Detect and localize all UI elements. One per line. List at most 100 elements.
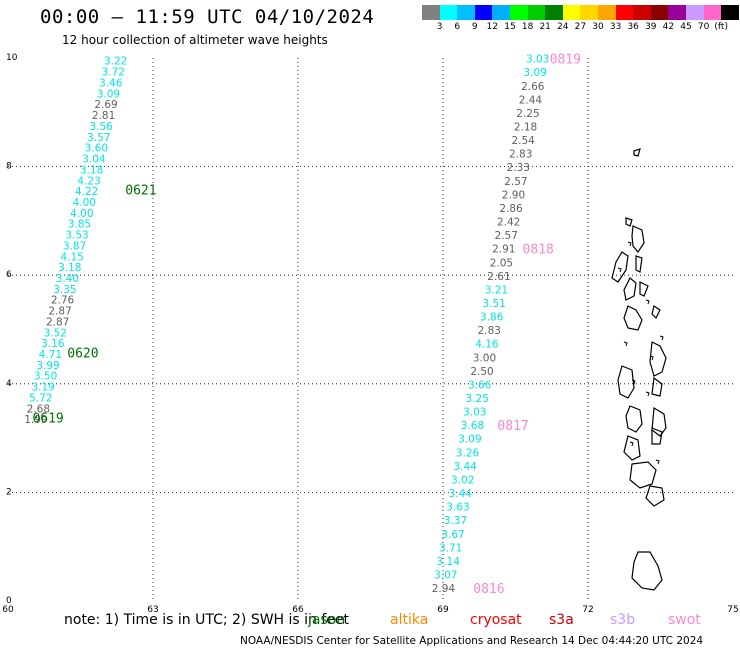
colorbar-label: 6 xyxy=(454,22,461,32)
legend-item-jason: jason xyxy=(308,612,346,628)
wave-height-value: 3.99 xyxy=(36,360,59,372)
wave-height-value: 3.53 xyxy=(65,230,88,242)
pass-time-label: 0621 xyxy=(125,183,156,198)
colorbar-swatch xyxy=(633,5,651,20)
colorbar-swatch xyxy=(615,5,634,20)
wave-height-value: 3.40 xyxy=(56,273,79,285)
wave-height-value: 2.50 xyxy=(470,366,493,378)
wave-height-value: 3.00 xyxy=(473,352,496,364)
colorbar-swatch xyxy=(439,5,458,20)
wave-height-value: 4.71 xyxy=(39,349,62,361)
wave-height-value: 3.85 xyxy=(68,219,91,231)
wave-height-value: 4.15 xyxy=(60,251,83,263)
wave-height-value: 3.87 xyxy=(63,240,86,252)
island-outline xyxy=(631,225,645,254)
island-outline xyxy=(625,405,643,433)
colorbar-label: 36 xyxy=(627,22,639,32)
x-tick-label: 75 xyxy=(727,605,738,615)
wave-height-value: 3.21 xyxy=(485,284,508,296)
wave-height-value: 2.61 xyxy=(487,271,510,283)
legend-item-s3a: s3a xyxy=(549,612,574,628)
wave-height-value: 2.33 xyxy=(507,162,530,174)
wave-height-value: 2.87 xyxy=(48,306,71,318)
wave-height-value: 3.57 xyxy=(87,132,110,144)
atoll-fragment xyxy=(649,355,654,361)
wave-height-value: 3.72 xyxy=(102,67,125,79)
x-tick-label: 66 xyxy=(292,605,304,615)
wave-height-value: 2.76 xyxy=(51,295,75,307)
map-title: 00:00 – 11:59 UTC 04/10/2024 xyxy=(40,6,375,28)
wave-height-value: 2.05 xyxy=(490,257,513,269)
wave-height-value: 2.54 xyxy=(511,135,535,147)
colorbar-swatch xyxy=(597,5,616,20)
wave-height-value: 3.66 xyxy=(468,379,492,391)
colorbar-label: 39 xyxy=(645,22,657,32)
wave-height-value: 3.44 xyxy=(453,461,477,473)
colorbar-label: 42 xyxy=(662,22,675,32)
wave-height-value: 2.87 xyxy=(46,316,69,328)
wave-height-value: 3.09 xyxy=(458,434,481,446)
wave-height-value: 2.25 xyxy=(516,108,539,120)
island-outline xyxy=(639,281,649,297)
island-outline xyxy=(645,485,665,507)
island-outline xyxy=(623,277,637,301)
x-tick-label: 69 xyxy=(437,605,449,615)
atoll-fragment xyxy=(655,459,660,465)
pass-time-label: 0816 xyxy=(473,582,504,597)
wave-height-value: 3.67 xyxy=(441,529,464,541)
pass-time-label: 0817 xyxy=(497,419,528,434)
y-tick-label: 6 xyxy=(6,270,12,280)
colorbar-swatch xyxy=(474,5,493,20)
colorbar-label: 27 xyxy=(574,22,587,32)
pass-time-label: 0620 xyxy=(67,346,98,361)
legend-item-swot: swot xyxy=(668,612,701,628)
wave-height-value: 3.07 xyxy=(434,569,457,581)
atoll-fragment xyxy=(627,241,632,247)
x-tick-label: 60 xyxy=(2,605,14,615)
pass-time-label: 0819 xyxy=(550,53,581,68)
island-outline xyxy=(623,435,641,461)
wave-height-value: 3.09 xyxy=(524,67,547,79)
colorbar-swatch xyxy=(580,5,598,20)
wave-height-value: 2.81 xyxy=(92,110,115,122)
colorbar-swatch xyxy=(703,5,722,20)
colorbar-label: 24 xyxy=(557,22,569,32)
wave-height-value: 3.18 xyxy=(80,164,103,176)
colorbar-label: 30 xyxy=(592,22,604,32)
wave-height-value: 3.52 xyxy=(44,327,67,339)
colorbar-swatch xyxy=(650,5,669,20)
atoll-fragment xyxy=(645,391,650,397)
colorbar-swatch xyxy=(527,5,546,20)
wave-height-value: 2.94 xyxy=(432,583,456,595)
wave-height-value: 3.09 xyxy=(97,88,120,100)
wave-height-value: 3.14 xyxy=(437,556,461,568)
wave-height-value: 2.66 xyxy=(521,81,545,93)
wave-height-value: 3.02 xyxy=(451,474,474,486)
colorbar-label: 9 xyxy=(471,22,478,32)
colorbar-label: 45 xyxy=(680,22,692,32)
wave-height-value: 3.86 xyxy=(480,312,504,324)
wave-height-value: 2.68 xyxy=(27,403,50,415)
atoll-fragment xyxy=(659,335,664,341)
atoll-fragment xyxy=(617,267,622,273)
island-outline xyxy=(651,376,663,397)
wave-height-value: 3.26 xyxy=(456,447,480,459)
wave-height-value: 5.72 xyxy=(29,392,52,404)
wave-height-value: 2.44 xyxy=(519,94,543,106)
colorbar-swatch xyxy=(562,5,581,20)
wave-height-value: 2.57 xyxy=(504,176,527,188)
island-outline xyxy=(611,251,629,283)
wave-height-value: 3.03 xyxy=(463,407,486,419)
y-tick-label: 2 xyxy=(6,487,12,497)
y-tick-label: 0 xyxy=(6,596,12,606)
colorbar-swatch xyxy=(545,5,563,20)
wave-height-value: 3.68 xyxy=(461,420,484,432)
wave-height-value: 3.37 xyxy=(444,515,467,527)
wave-height-value: 2.57 xyxy=(495,230,518,242)
colorbar-label: (ft) xyxy=(714,22,728,32)
credit-line: NOAA/NESDIS Center for Satellite Applica… xyxy=(240,635,704,647)
atoll-fragment xyxy=(645,299,650,305)
atoll-fragment xyxy=(631,379,636,385)
island-outline xyxy=(635,255,643,273)
